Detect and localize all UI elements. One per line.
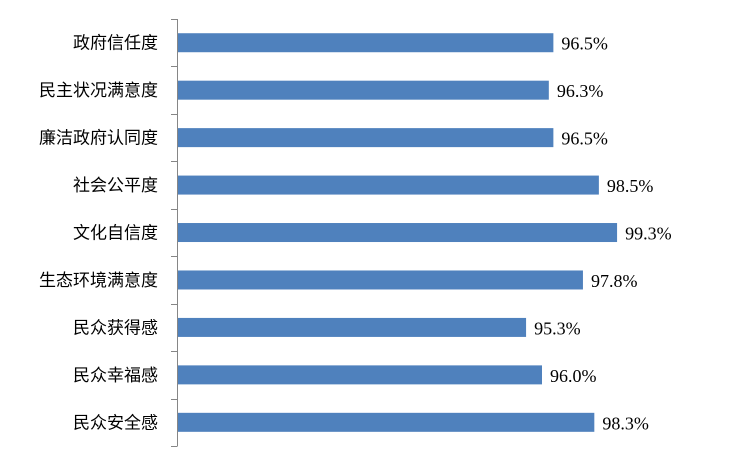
data-label: 96.0% xyxy=(550,366,597,386)
data-label: 95.3% xyxy=(534,318,581,338)
category-label: 社会公平度 xyxy=(73,176,158,196)
data-label: 96.5% xyxy=(561,34,608,54)
bar xyxy=(178,223,618,243)
category-label: 民众获得感 xyxy=(73,318,158,338)
bar xyxy=(178,128,554,148)
category-label: 民主状况满意度 xyxy=(39,81,158,101)
bar xyxy=(178,412,595,432)
data-label: 97.8% xyxy=(591,271,638,291)
bar xyxy=(178,365,542,385)
data-label: 96.3% xyxy=(557,81,604,101)
data-label: 96.5% xyxy=(561,129,608,149)
category-label: 民众安全感 xyxy=(73,413,158,433)
category-label: 廉洁政府认同度 xyxy=(39,129,158,149)
bar xyxy=(178,175,599,195)
category-label: 生态环境满意度 xyxy=(39,271,158,291)
bar xyxy=(178,270,583,290)
data-label: 99.3% xyxy=(625,224,672,244)
category-label: 政府信任度 xyxy=(73,34,158,54)
bar xyxy=(178,317,527,337)
category-label: 民众幸福感 xyxy=(73,366,158,386)
bar xyxy=(178,33,554,53)
data-label: 98.3% xyxy=(602,413,649,433)
data-label: 98.5% xyxy=(607,176,654,196)
bar xyxy=(178,80,549,100)
category-label: 文化自信度 xyxy=(73,224,158,244)
